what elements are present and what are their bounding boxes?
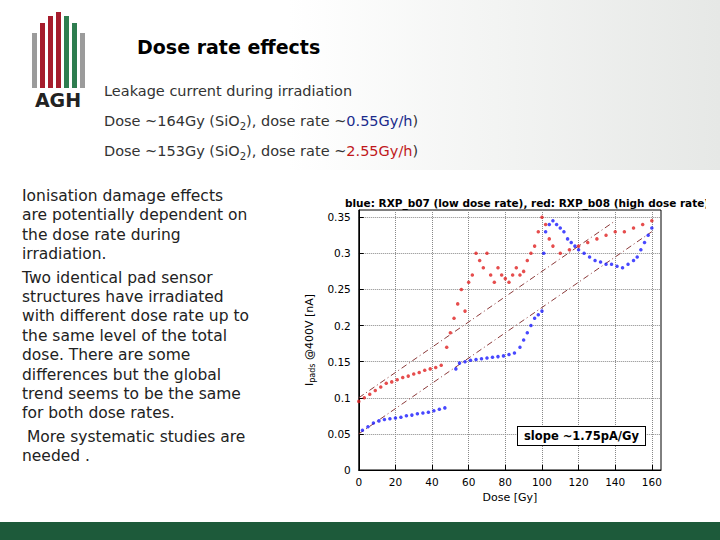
svg-text:100: 100 — [532, 476, 552, 488]
svg-text:0.3: 0.3 — [334, 247, 351, 259]
html-text:Leakage current during irradia: Leakage current during irradiation — [104, 83, 353, 99]
html-text:for both dose rates.: for both dose rates. — [22, 404, 175, 423]
svg-text:I: I — [303, 382, 316, 386]
svg-text:0.25: 0.25 — [327, 283, 350, 295]
html-text:trend seems to be the same: trend seems to be the same — [22, 385, 241, 404]
svg-text:0.35: 0.35 — [327, 211, 350, 223]
html-text:are potentially dependent on: are potentially dependent on — [22, 206, 248, 225]
svg-text:120: 120 — [569, 476, 589, 488]
html-text:differences but the global: differences but the global — [22, 365, 222, 384]
svg-text:0.2: 0.2 — [334, 320, 351, 332]
html-text:Dose ~153Gy (SiO2), dose rate: Dose ~153Gy (SiO2), dose rate ~ 2.55Gy/h… — [104, 143, 419, 162]
html-text:dose. There are some: dose. There are some — [22, 346, 191, 365]
html-text:Two identical pad sensor: Two identical pad sensor — [22, 268, 213, 287]
svg-text:80: 80 — [499, 476, 512, 488]
svg-text:140: 140 — [605, 476, 625, 488]
svg-text:slope ~1.75pA/Gy: slope ~1.75pA/Gy — [524, 429, 640, 443]
html-text:irradiation.: irradiation. — [22, 245, 107, 264]
html-text:with different dose rate up to: with different dose rate up to — [22, 307, 249, 326]
html-text:the dose rate during: the dose rate during — [22, 225, 181, 244]
html-text:More systematic studies are: More systematic studies are — [22, 427, 246, 446]
svg-text:60: 60 — [462, 476, 475, 488]
svg-text:AGH: AGH — [35, 89, 81, 111]
svg-text:@400V [nA]: @400V [nA] — [303, 294, 316, 364]
svg-text:blue: RXP_b07 (low dose rate),: blue: RXP_b07 (low dose rate), red: RXP_… — [345, 197, 706, 210]
svg-text:0: 0 — [344, 464, 351, 476]
svg-text:20: 20 — [389, 476, 402, 488]
svg-text:Dose [Gy]: Dose [Gy] — [482, 491, 537, 504]
svg-text:160: 160 — [642, 476, 662, 488]
html-text:structures have irradiated: structures have irradiated — [22, 288, 224, 306]
html-text:the same level of the total: the same level of the total — [22, 326, 227, 345]
html-text:Ionisation damage effects: Ionisation damage effects — [22, 187, 223, 205]
html-text:Dose ~164Gy (SiO2), dose rate: Dose ~164Gy (SiO2), dose rate ~ 0.55Gy/h… — [104, 113, 419, 132]
svg-text:0.05: 0.05 — [327, 428, 350, 440]
html-text:needed .: needed . — [22, 447, 90, 466]
svg-text:0.1: 0.1 — [334, 392, 351, 404]
svg-text:pads: pads — [308, 364, 317, 383]
svg-text:0.15: 0.15 — [327, 356, 350, 368]
html-text:Dose rate effects: Dose rate effects — [137, 36, 321, 58]
svg-text:40: 40 — [425, 476, 438, 488]
svg-text:0: 0 — [355, 476, 362, 488]
